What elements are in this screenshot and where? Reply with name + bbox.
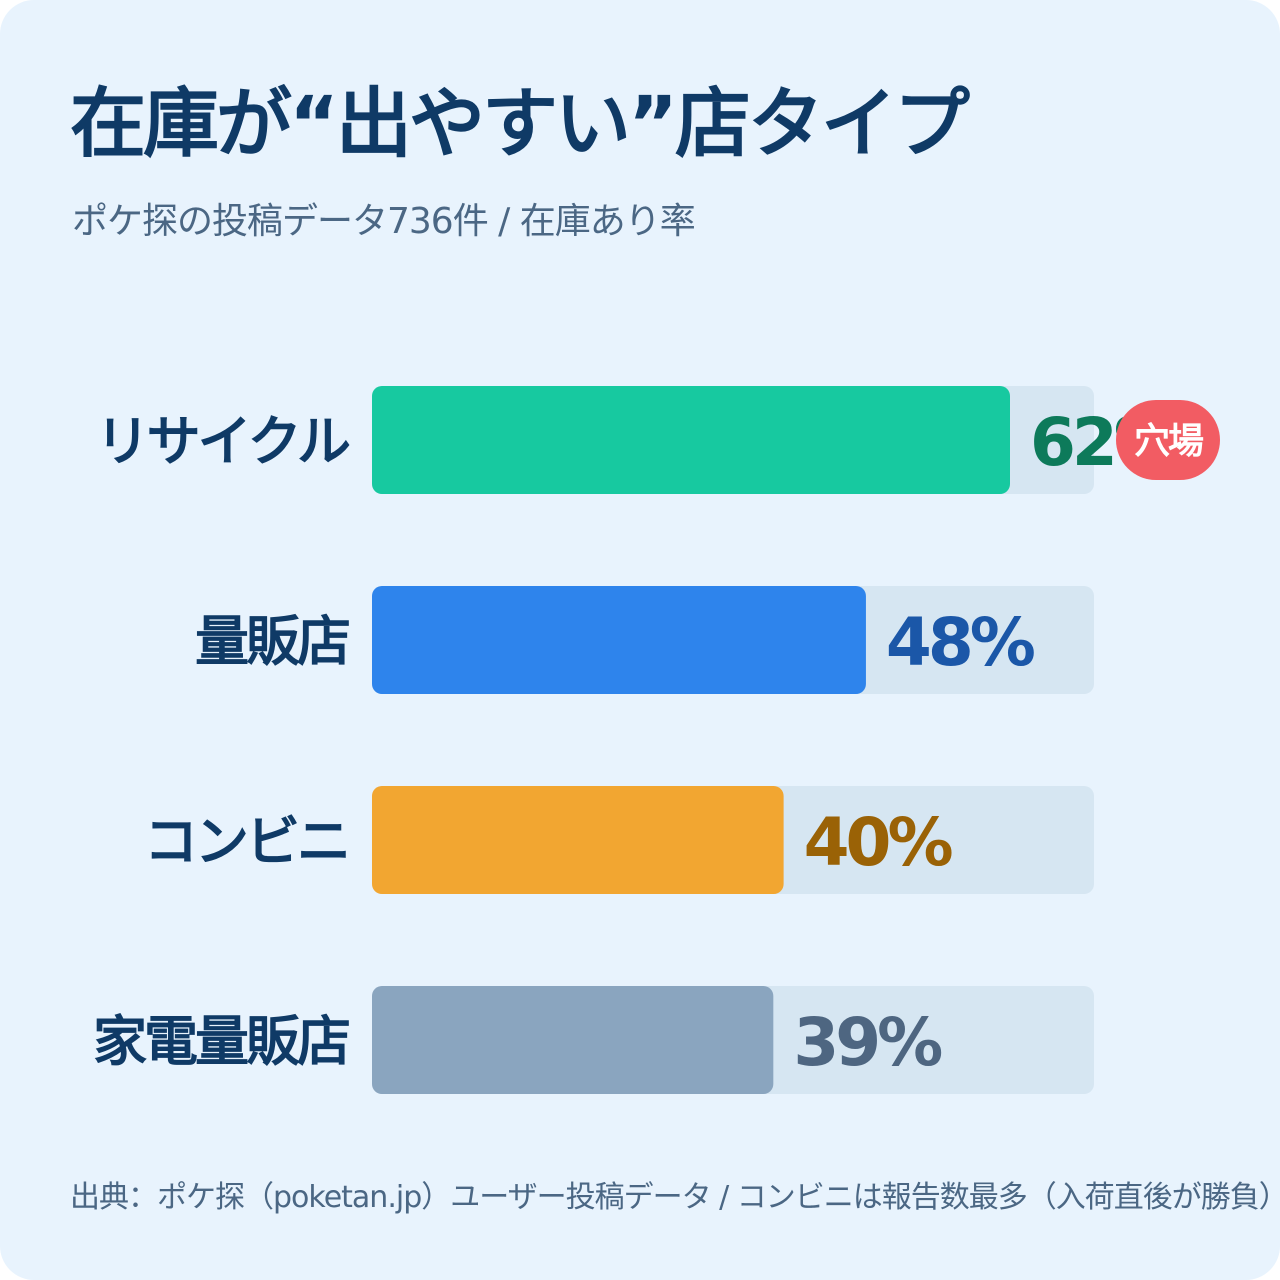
badge-label: 穴場	[1134, 421, 1204, 462]
source-note: 出典：ポケ探（poketan.jp）ユーザー投稿データ / コンビニは報告数最多…	[70, 1180, 1280, 1215]
category-label: 量販店	[195, 610, 349, 673]
chart-subtitle: ポケ探の投稿データ736件 / 在庫あり率	[72, 201, 696, 242]
bar	[372, 786, 784, 894]
value-label: 40%	[804, 804, 953, 881]
bar	[372, 986, 774, 1094]
bar	[372, 586, 866, 694]
category-label: リサイクル	[96, 410, 350, 473]
category-label: 家電量販店	[93, 1010, 349, 1073]
chart-title: 在庫が“出やすい”店タイプ	[70, 79, 970, 168]
bar	[372, 386, 1010, 494]
value-label: 39%	[793, 1004, 942, 1081]
value-label: 48%	[886, 604, 1035, 681]
category-label: コンビニ	[144, 810, 348, 873]
badge	[1116, 400, 1220, 480]
